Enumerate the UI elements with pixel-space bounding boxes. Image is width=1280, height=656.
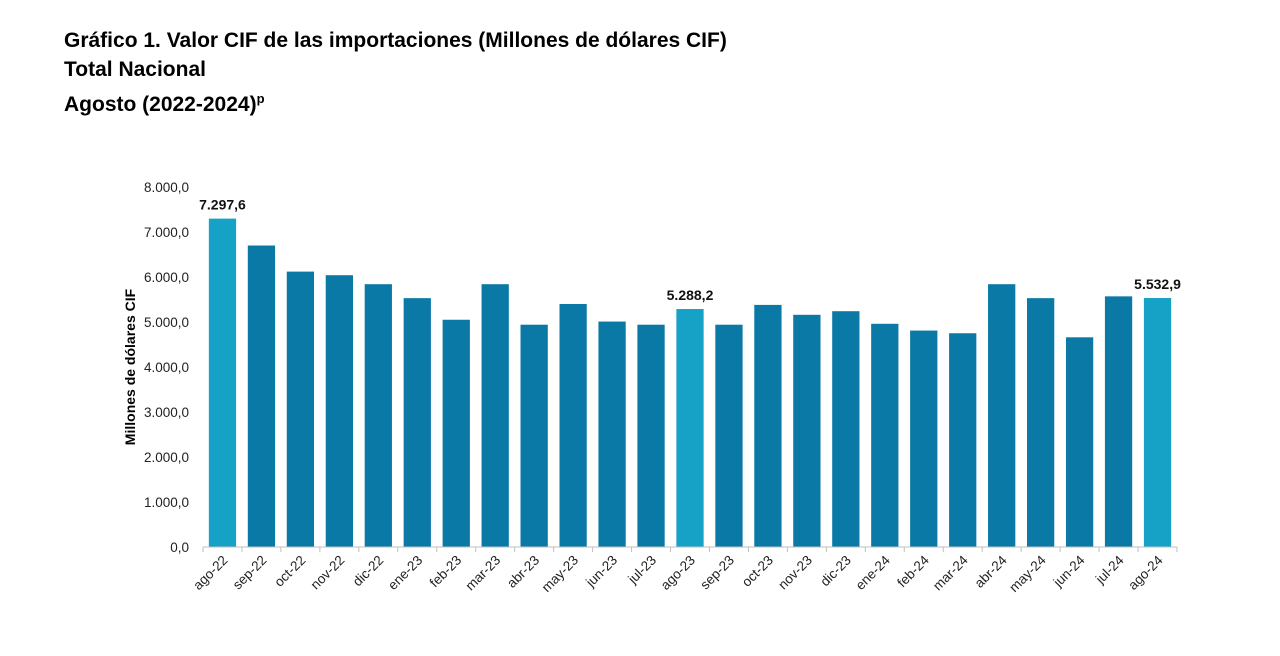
x-tick-label: nov-22	[308, 553, 348, 593]
bar-oct-23	[754, 304, 782, 547]
data-label-ago-22: 7.297,6	[199, 197, 246, 213]
bar-oct-22	[286, 271, 315, 547]
y-tick-label: 6.000,0	[144, 270, 189, 285]
bar-may-24	[1027, 298, 1055, 547]
x-tick-label: ago-22	[190, 553, 230, 593]
bar-jun-24	[1065, 337, 1094, 547]
chart-period-superscript: p	[256, 91, 265, 106]
data-label-ago-23: 5.288,2	[667, 287, 714, 303]
bar-ago-24	[1143, 298, 1172, 547]
bars	[208, 218, 1172, 548]
bar-nov-22	[325, 275, 353, 547]
bar-dic-23	[832, 311, 860, 547]
x-tick-label: ago-24	[1125, 552, 1166, 593]
y-tick-label: 3.000,0	[144, 405, 189, 420]
y-tick-label: 1.000,0	[144, 495, 189, 510]
y-axis-title: Millones de dólares CIF	[122, 288, 138, 445]
bar-ago-22	[208, 218, 237, 548]
x-tick-label: sep-22	[230, 553, 270, 593]
x-tick-label: feb-23	[427, 553, 465, 591]
x-tick-label: ene-23	[385, 553, 425, 593]
x-tick-label: oct-22	[271, 553, 308, 590]
y-tick-label: 2.000,0	[144, 450, 189, 465]
x-tick-label: dic-23	[817, 553, 854, 590]
bar-mar-24	[949, 333, 977, 547]
chart-period-text: Agosto (2022-2024)	[64, 93, 257, 116]
x-tick-label: mar-24	[930, 552, 971, 593]
bar-sep-23	[715, 324, 743, 547]
bar-ene-24	[871, 323, 899, 547]
y-axis-label-group: Millones de dólares CIF	[122, 288, 138, 445]
bar-mar-23	[481, 284, 509, 547]
data-labels: 7.297,6 5.288,2 5.532,9	[199, 197, 1181, 303]
x-tick-label: jul-24	[1092, 552, 1127, 587]
x-tick-label: ago-23	[658, 553, 698, 593]
y-axis-ticks: 0,0 1.000,0 2.000,0 3.000,0 4.000,0 5.000,0 6.…	[144, 180, 189, 555]
x-tick-label: abr-23	[504, 553, 542, 591]
bar-ene-23	[403, 298, 431, 547]
bar-dic-22	[364, 284, 392, 547]
x-tick-label: sep-23	[697, 553, 737, 593]
x-tick-label: may-23	[539, 553, 581, 595]
x-tick-label: jun-23	[582, 553, 620, 591]
bar-jul-23	[637, 324, 665, 547]
bar-nov-23	[793, 314, 821, 547]
x-tick-label: jul-23	[624, 553, 659, 588]
x-tick-label: may-24	[1006, 552, 1049, 595]
bar-jun-23	[598, 321, 626, 547]
x-tick-label: ene-24	[853, 552, 894, 593]
chart-subtitle: Total Nacional	[64, 58, 206, 81]
bar-feb-24	[910, 330, 938, 547]
y-tick-label: 4.000,0	[144, 360, 189, 375]
x-tick-label: nov-23	[775, 553, 815, 593]
y-tick-label: 5.000,0	[144, 315, 189, 330]
bar-feb-23	[442, 319, 470, 547]
data-label-ago-24: 5.532,9	[1134, 276, 1181, 292]
y-tick-label: 8.000,0	[144, 180, 189, 195]
chart-title-block: Gráfico 1. Valor CIF de las importacione…	[64, 26, 727, 119]
x-tick-label: jun-24	[1050, 552, 1088, 590]
bar-abr-24	[988, 284, 1016, 547]
y-tick-label: 0,0	[170, 540, 189, 555]
bar-may-23	[559, 304, 587, 547]
x-tick-label: dic-22	[350, 553, 387, 590]
bar-abr-23	[520, 324, 548, 547]
chart-period: Agosto (2022-2024)p	[64, 84, 727, 119]
x-tick-label: mar-23	[462, 553, 503, 594]
chart-title: Gráfico 1. Valor CIF de las importacione…	[64, 29, 727, 52]
x-tick-label: abr-24	[972, 552, 1011, 591]
bar-jul-24	[1104, 296, 1133, 547]
bar-ago-23	[676, 309, 704, 547]
x-tick-label: feb-24	[894, 552, 932, 590]
x-tick-label: oct-23	[739, 553, 776, 590]
x-axis	[202, 546, 1178, 552]
bar-sep-22	[247, 245, 276, 547]
y-tick-label: 7.000,0	[144, 225, 189, 240]
